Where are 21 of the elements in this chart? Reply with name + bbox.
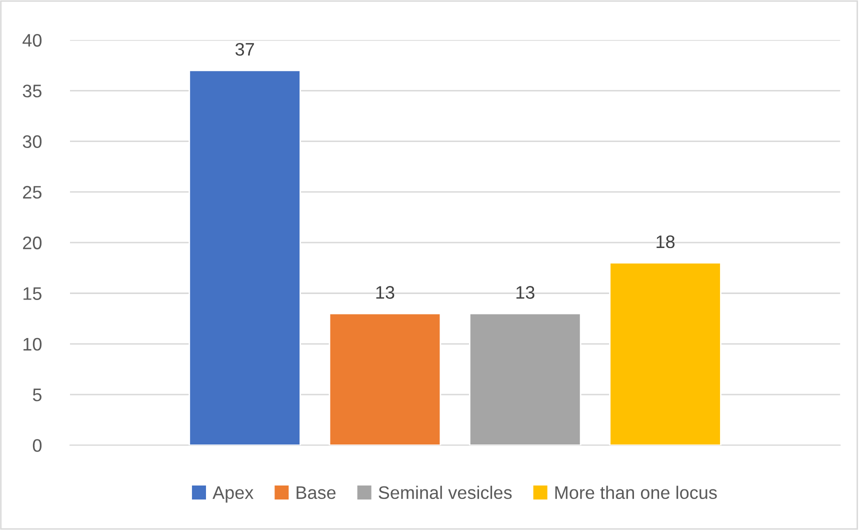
- y-tick-label: 15: [24, 287, 42, 300]
- bar: [468, 312, 582, 446]
- data-label: 13: [376, 286, 394, 299]
- bar: [609, 262, 722, 446]
- legend-label: More than one locus: [555, 486, 717, 500]
- data-label: 13: [516, 286, 534, 299]
- y-tick-label: 25: [23, 186, 42, 199]
- bar: [328, 312, 442, 446]
- y-tick-label: 40: [22, 34, 42, 47]
- bar: [188, 70, 301, 446]
- y-tick-label: 20: [23, 236, 42, 250]
- data-label: 18: [656, 235, 675, 248]
- data-label: 37: [235, 42, 254, 56]
- y-tick-label: 30: [22, 135, 42, 148]
- legend-label: Apex: [212, 486, 254, 503]
- legend-label: Base: [296, 486, 336, 500]
- y-tick-label: 10: [24, 338, 42, 351]
- y-tick-label: 0: [32, 439, 42, 452]
- y-tick-label: 5: [32, 388, 42, 402]
- y-tick-label: 35: [22, 84, 42, 98]
- legend-label: Seminal vesicles: [378, 486, 512, 500]
